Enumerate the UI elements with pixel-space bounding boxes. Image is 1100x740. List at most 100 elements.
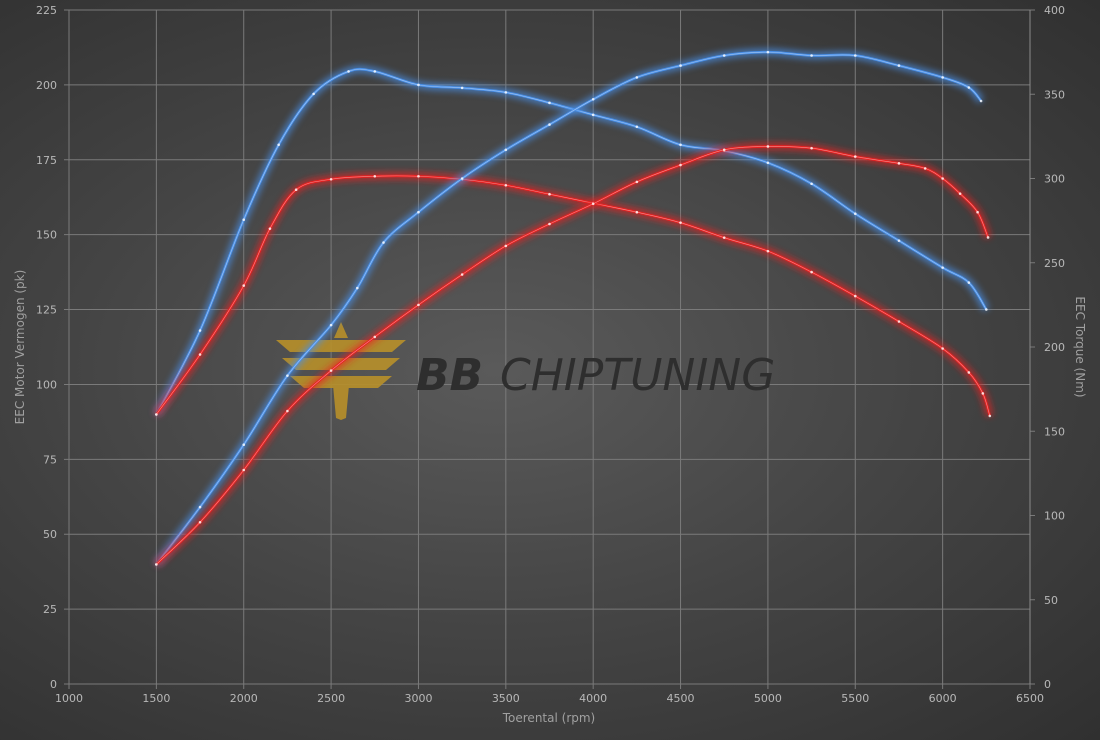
y-tick-label: 50 (43, 528, 57, 541)
y2-tick-label: 300 (1044, 173, 1065, 186)
data-point (722, 236, 726, 239)
y2-tick-label: 0 (1044, 678, 1051, 691)
y-tick-label: 0 (50, 678, 57, 691)
y-tick-label: 25 (43, 603, 57, 616)
y-tick-label: 75 (43, 453, 57, 466)
x-tick-label: 1000 (55, 692, 83, 705)
data-point (979, 99, 983, 103)
y2-tick-label: 250 (1044, 257, 1065, 270)
y2-tick-label: 100 (1044, 510, 1065, 523)
y-tick-label: 175 (36, 154, 57, 167)
y2-tick-label: 400 (1044, 4, 1065, 17)
y2-tick-label: 350 (1044, 88, 1065, 101)
data-point (766, 50, 770, 54)
data-point (941, 266, 944, 269)
y-axis-title: EEC Motor Vermogen (pk) (13, 270, 27, 425)
series-glow (153, 48, 984, 567)
data-point (591, 202, 595, 206)
data-point (810, 270, 813, 274)
data-point (897, 320, 901, 323)
data-point (988, 414, 992, 418)
data-point (591, 98, 595, 101)
data-point (941, 177, 944, 180)
y-tick-label: 225 (36, 4, 57, 17)
data-point (766, 249, 770, 253)
data-point (897, 162, 901, 165)
data-point (548, 222, 551, 226)
x-tick-label: 5000 (754, 692, 782, 705)
data-point (417, 210, 420, 214)
data-point (382, 241, 385, 244)
series-line-torque (155, 50, 983, 566)
data-point (981, 392, 985, 395)
y2-tick-label: 200 (1044, 341, 1065, 354)
data-point (897, 239, 901, 242)
data-point (985, 308, 988, 311)
data-point (986, 236, 990, 239)
x-tick-label: 6000 (929, 692, 957, 705)
x-tick-label: 3000 (404, 692, 432, 705)
data-point (679, 221, 682, 224)
data-point (417, 174, 420, 178)
data-point (635, 125, 639, 129)
data-point (329, 369, 333, 372)
data-point (460, 86, 464, 90)
data-point (722, 148, 726, 152)
data-point (373, 70, 377, 73)
data-point (504, 91, 508, 94)
watermark-bb: BB (416, 350, 483, 401)
data-point (766, 161, 770, 165)
y2-tick-label: 50 (1044, 594, 1058, 607)
data-point (897, 64, 901, 67)
data-point (155, 413, 158, 416)
data-point (967, 371, 971, 374)
tick-labels: 1000 1500 2000 2500 3000 3500 4000 4500 5000 5500… (36, 4, 1065, 705)
data-point (679, 163, 682, 167)
data-point (198, 329, 202, 332)
data-point (853, 155, 857, 158)
data-point (417, 303, 420, 307)
x-tick-label: 2500 (317, 692, 345, 705)
data-point (242, 468, 246, 472)
x-tick-label: 3500 (492, 692, 520, 705)
data-point (460, 177, 464, 180)
data-point (766, 145, 770, 148)
data-point (958, 192, 962, 195)
x-tick-label: 4000 (579, 692, 607, 705)
data-point (591, 113, 595, 117)
series-lines (153, 48, 994, 567)
data-point (810, 54, 813, 57)
y2-tick-label: 150 (1044, 425, 1065, 438)
data-point (504, 183, 508, 187)
data-point (373, 174, 377, 178)
data-point (548, 192, 551, 196)
data-point (417, 83, 420, 87)
data-point (635, 180, 639, 184)
data-point (967, 281, 971, 284)
data-point (242, 284, 246, 287)
y-tick-label: 100 (36, 378, 57, 391)
data-point (294, 188, 298, 192)
data-point (967, 86, 971, 89)
data-point (504, 148, 508, 152)
grid (64, 9, 1035, 689)
data-point (242, 218, 246, 221)
data-point (356, 286, 359, 290)
x-tick-label: 2000 (230, 692, 258, 705)
x-tick-label: 1500 (142, 692, 170, 705)
data-point (460, 273, 464, 276)
data-point (941, 76, 944, 79)
y-tick-label: 200 (36, 79, 57, 92)
data-point (504, 244, 508, 248)
data-point (347, 70, 350, 73)
data-point (941, 347, 944, 350)
data-point (329, 177, 333, 181)
x-tick-label: 5500 (841, 692, 869, 705)
data-point (810, 146, 813, 150)
x-axis-title: Toerental (rpm) (502, 711, 595, 725)
data-point (268, 227, 272, 230)
data-point (722, 54, 726, 57)
data-point (277, 143, 280, 147)
data-point (198, 353, 202, 356)
